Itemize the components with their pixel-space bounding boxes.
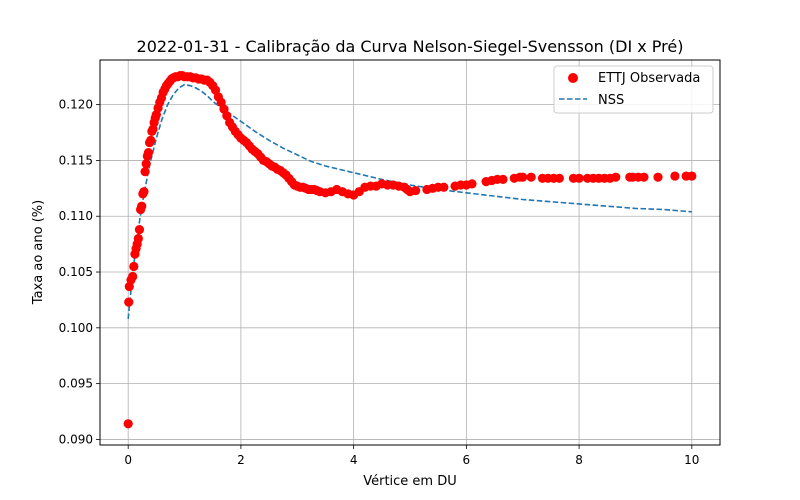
observed-point <box>143 148 154 158</box>
observed-point <box>526 172 536 182</box>
x-axis: 0 2 4 6 8 10 <box>124 445 699 467</box>
grid <box>100 60 720 445</box>
y-tick-label: 0.090 <box>59 432 93 446</box>
legend-marker-observed <box>568 73 578 83</box>
x-tick-label: 4 <box>350 453 358 467</box>
observed-point <box>554 173 564 183</box>
observed-point <box>498 174 508 185</box>
observed-point <box>411 185 421 196</box>
y-tick-label: 0.120 <box>59 98 93 112</box>
y-tick-label: 0.115 <box>59 153 93 167</box>
y-axis: 0.090 0.095 0.100 0.105 0.110 0.115 0.120 <box>59 98 100 446</box>
observed-point <box>128 271 138 282</box>
observed-point <box>687 171 697 181</box>
x-tick-label: 6 <box>463 453 471 467</box>
observed-point <box>133 233 143 244</box>
legend-box <box>553 65 714 114</box>
observed-point <box>139 187 149 197</box>
y-tick-label: 0.110 <box>59 209 93 223</box>
legend-label-observed: ETTJ Observada <box>598 71 700 86</box>
observed-point <box>653 172 663 182</box>
y-tick-label: 0.100 <box>59 321 93 335</box>
observed-point <box>129 261 139 272</box>
observed-point <box>518 172 528 182</box>
observed-point <box>123 419 133 429</box>
legend: ETTJ Observada NSS <box>553 65 714 114</box>
x-tick-label: 8 <box>575 453 583 467</box>
y-axis-label: Taxa ao ano (%) <box>31 200 46 305</box>
x-tick-label: 0 <box>124 453 132 467</box>
observed-point <box>670 171 680 181</box>
y-tick-label: 0.095 <box>59 377 93 391</box>
observed-point <box>141 159 151 169</box>
observed-point <box>639 172 649 182</box>
y-tick-label: 0.105 <box>59 265 93 279</box>
chart-title: 2022-01-31 - Calibração da Curva Nelson-… <box>137 37 684 56</box>
observed-points <box>123 71 697 429</box>
observed-point <box>134 225 145 235</box>
legend-label-nss: NSS <box>598 93 624 108</box>
observed-point <box>137 201 147 211</box>
x-tick-label: 10 <box>684 453 699 467</box>
observed-point <box>140 166 150 177</box>
x-axis-label: Vértice em DU <box>363 474 457 489</box>
observed-point <box>146 135 156 145</box>
observed-point <box>611 172 621 182</box>
plot-frame <box>99 59 721 446</box>
observed-point <box>124 297 134 307</box>
observed-point <box>574 173 584 183</box>
x-tick-label: 2 <box>237 453 245 467</box>
observed-point <box>467 179 477 189</box>
observed-point <box>439 182 449 192</box>
